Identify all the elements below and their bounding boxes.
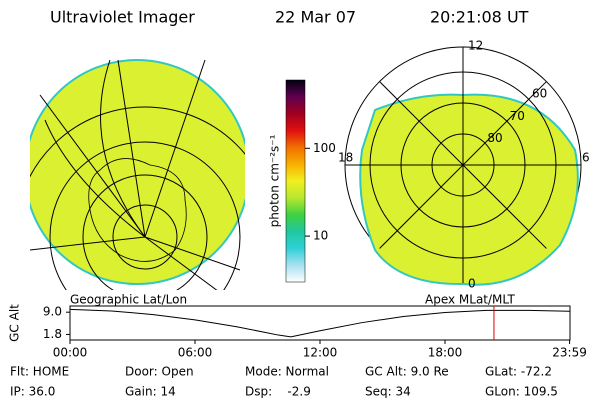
status-field: Dsp: -2.9 bbox=[245, 385, 311, 399]
mlt-label: 6 bbox=[582, 151, 590, 165]
status-field: GLon: 109.5 bbox=[485, 385, 558, 399]
mlt-label: 0 bbox=[468, 277, 476, 291]
x-tick-label: 23:59 bbox=[552, 346, 587, 360]
status-field: Seq: 34 bbox=[365, 385, 411, 399]
y-tick-label: 9.0 bbox=[43, 305, 62, 319]
y-tick-label: 1.8 bbox=[43, 327, 62, 341]
lat-label: 80 bbox=[487, 131, 502, 145]
status-field: GC Alt: 9.0 Re bbox=[365, 365, 449, 379]
right-map-label: Apex MLat/MLT bbox=[425, 293, 515, 307]
mlt-label: 12 bbox=[468, 39, 483, 53]
mlt-label: 18 bbox=[338, 151, 353, 165]
colorbar bbox=[285, 79, 306, 283]
status-field: Flt: HOME bbox=[10, 365, 69, 379]
time: 20:21:08 UT bbox=[430, 8, 529, 27]
status-field: Mode: Normal bbox=[245, 365, 329, 379]
status-field: Gain: 14 bbox=[125, 385, 176, 399]
lat-ring bbox=[369, 71, 557, 259]
x-tick-label: 00:00 bbox=[53, 346, 88, 360]
lat-label: 60 bbox=[532, 87, 547, 101]
plot-frame bbox=[69, 305, 571, 341]
left-map-label: Geographic Lat/Lon bbox=[70, 293, 187, 307]
lat-ring bbox=[431, 133, 495, 197]
instrument: Ultraviolet Imager bbox=[50, 8, 195, 27]
lat-label: 70 bbox=[510, 109, 525, 123]
mlt-line bbox=[379, 81, 547, 249]
x-tick-label: 12:00 bbox=[303, 346, 338, 360]
status-field: Door: Open bbox=[125, 365, 194, 379]
colorbar-tick-label: 100 bbox=[313, 141, 336, 155]
status-field: IP: 36.0 bbox=[10, 385, 55, 399]
colorbar-label: photon cm⁻²s⁻¹ bbox=[268, 134, 282, 227]
lat-ring bbox=[400, 102, 526, 228]
date: 22 Mar 07 bbox=[275, 8, 356, 27]
geographic-image bbox=[30, 59, 245, 290]
status-field: GLat: -72.2 bbox=[485, 365, 552, 379]
colorbar-tick-label: 10 bbox=[313, 229, 328, 243]
x-tick-label: 06:00 bbox=[178, 346, 213, 360]
gc-alt-line bbox=[69, 308, 570, 338]
y-axis-label: GC Alt bbox=[8, 304, 22, 342]
x-tick-label: 18:00 bbox=[428, 346, 463, 360]
